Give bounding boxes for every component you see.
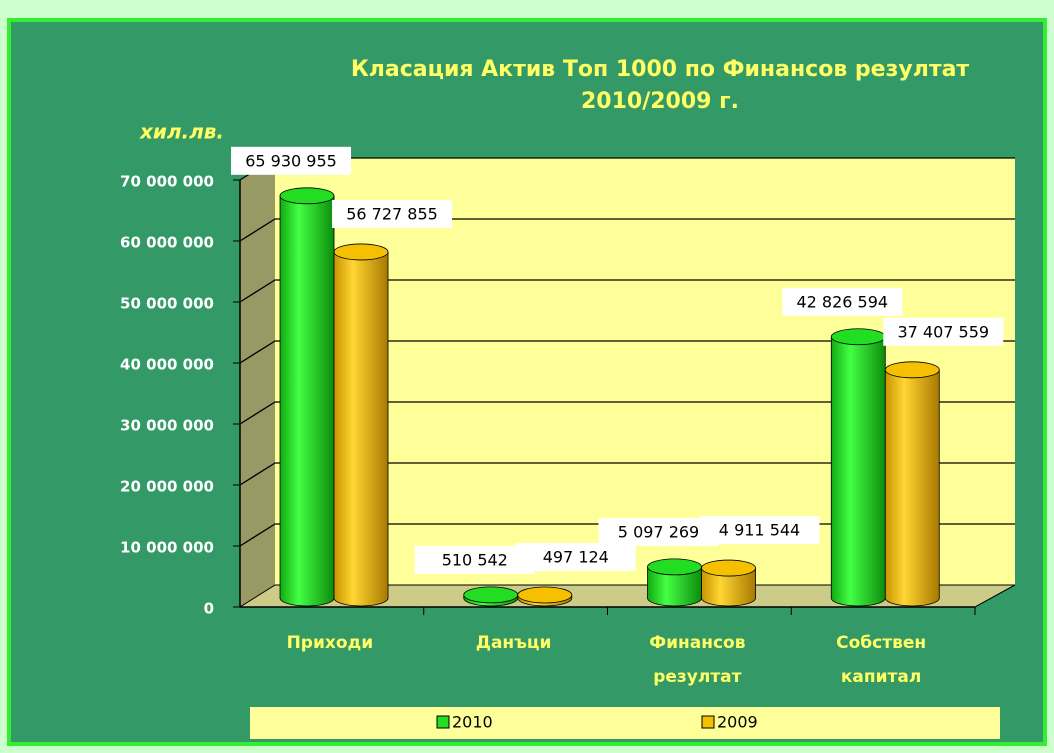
value-label: 42 826 594: [796, 292, 888, 311]
value-label-box: [699, 516, 820, 545]
bar-top: [463, 586, 519, 604]
y-axis-label: хил.лв.: [139, 120, 224, 144]
value-label: 65 930 955: [245, 151, 337, 170]
value-label-box: [883, 317, 1004, 346]
value-label: 510 542: [442, 550, 508, 569]
x-tick-label: Данъци: [476, 633, 552, 653]
bar: [831, 336, 886, 598]
value-label-box: [782, 287, 903, 316]
value-label-box: [231, 146, 352, 175]
bar-top: [333, 243, 389, 261]
bar-top: [517, 586, 573, 604]
value-label: 56 727 855: [346, 204, 438, 223]
y-tick-label: 10 000 000: [120, 539, 214, 557]
y-tick-label: 60 000 000: [120, 234, 214, 252]
back-wall: [275, 158, 1015, 585]
y-tick-label: 0: [204, 600, 214, 618]
x-tick-label: Собствен капитал: [836, 633, 926, 687]
legend-label: 2009: [717, 713, 758, 732]
x-tick-label: Приходи: [287, 633, 374, 653]
bar-top: [279, 187, 335, 205]
grid-line: [239, 340, 1015, 364]
value-label: 37 407 559: [897, 322, 989, 341]
legend-swatch: [436, 715, 450, 729]
y-tick-label: 50 000 000: [120, 295, 214, 313]
y-tick-label: 70 000 000: [120, 173, 214, 191]
legend-label: 2010: [452, 713, 493, 732]
y-tick-label: 40 000 000: [120, 356, 214, 374]
x-tick-label: Финансов резултат: [649, 633, 745, 687]
grid-line: [239, 279, 1015, 303]
y-tick-label: 30 000 000: [120, 417, 214, 435]
grid-line: [239, 218, 1015, 242]
grid-line: [239, 462, 1015, 486]
bar: [334, 251, 389, 598]
value-label: 4 911 544: [719, 521, 800, 540]
y-tick-label: 20 000 000: [120, 478, 214, 496]
value-label: 5 097 269: [618, 522, 699, 541]
bar-top: [830, 328, 886, 346]
value-label-box: [332, 199, 453, 228]
bar-top: [701, 559, 756, 577]
side-wall: [240, 158, 275, 607]
value-label-box: [598, 517, 719, 546]
bar-top: [884, 361, 940, 379]
bar: [280, 195, 335, 598]
value-label-box: [515, 542, 636, 571]
legend-swatch: [701, 715, 715, 729]
value-label-box: [414, 545, 535, 574]
bar-top: [647, 558, 702, 576]
legend-box: [250, 707, 1000, 739]
bar: [885, 369, 940, 598]
value-label: 497 124: [543, 547, 609, 566]
chart-title: Класация Актив Топ 1000 по Финансов резу…: [351, 57, 970, 114]
grid-line: [239, 401, 1015, 425]
